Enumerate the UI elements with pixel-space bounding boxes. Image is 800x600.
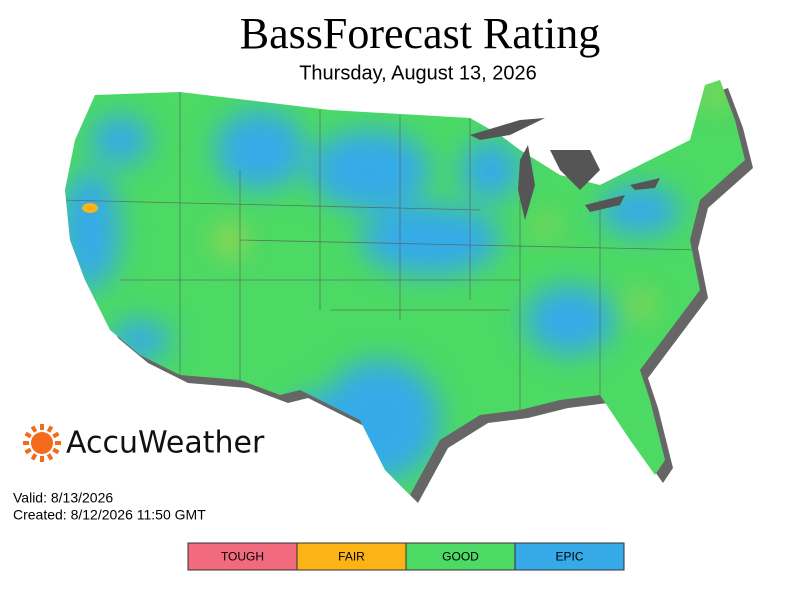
sun-ray bbox=[52, 431, 60, 439]
subtitle: Thursday, August 13, 2026 bbox=[299, 62, 537, 84]
legend: TOUGH FAIR GOOD EPIC bbox=[187, 542, 625, 571]
sun-ray bbox=[24, 447, 32, 455]
title: BassForecast Rating bbox=[240, 9, 601, 58]
legend-label: EPIC bbox=[555, 550, 583, 564]
legend-swatch bbox=[514, 542, 625, 571]
legend-label: GOOD bbox=[442, 550, 479, 564]
sun-ray bbox=[55, 441, 61, 445]
legend-label: FAIR bbox=[338, 550, 365, 564]
great-lakes bbox=[470, 118, 660, 220]
legend-label: TOUGH bbox=[221, 550, 264, 564]
sun-ray bbox=[23, 441, 29, 445]
sun-ray bbox=[46, 425, 54, 433]
valid-date: Valid: 8/13/2026 bbox=[13, 490, 113, 506]
sun-ray bbox=[30, 425, 38, 433]
sun-ray bbox=[46, 453, 54, 461]
sun-ray bbox=[52, 447, 60, 455]
sun-ray bbox=[24, 431, 32, 439]
sun-ray bbox=[40, 456, 44, 462]
brand-logo: AccuWeather bbox=[23, 424, 265, 462]
sun-ray bbox=[30, 453, 38, 461]
created-date: Created: 8/12/2026 11:50 GMT bbox=[13, 507, 206, 523]
legend-swatch bbox=[296, 542, 407, 571]
brand-name: AccuWeather bbox=[66, 426, 265, 461]
sun-ray bbox=[40, 424, 44, 430]
legend-swatch bbox=[187, 542, 298, 571]
